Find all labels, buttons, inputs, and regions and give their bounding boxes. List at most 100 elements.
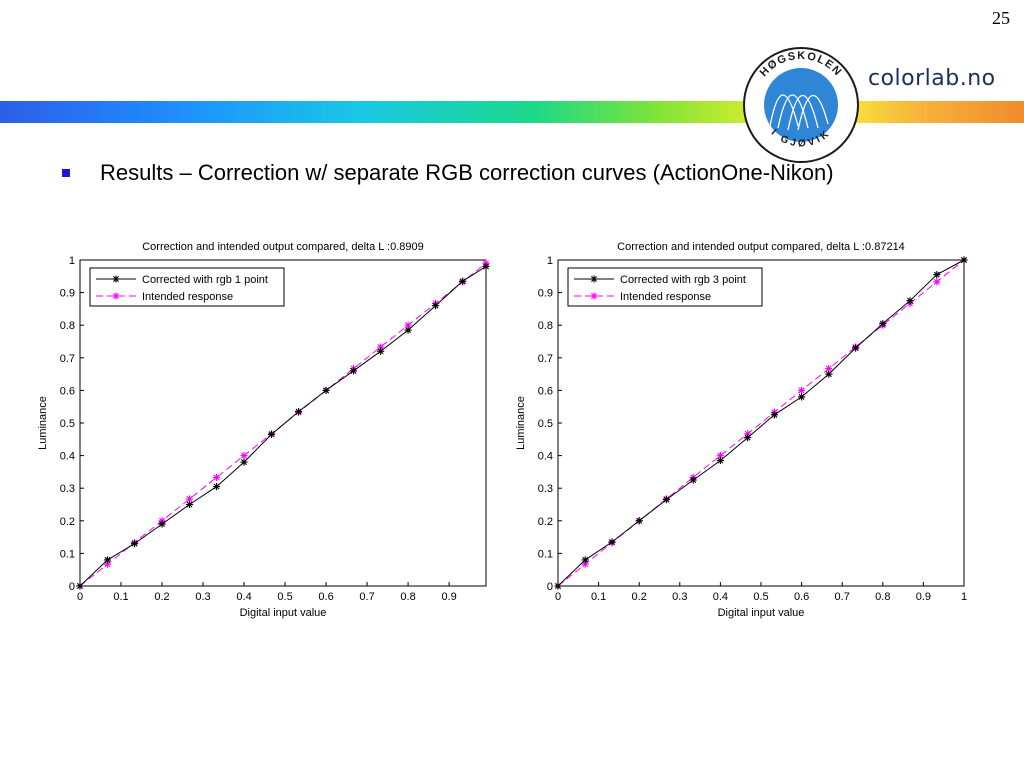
x-tick-label: 0.7 bbox=[835, 591, 850, 603]
series-1-point bbox=[554, 582, 562, 590]
page-number: 25 bbox=[992, 8, 1010, 28]
series-line-2 bbox=[557, 259, 965, 587]
x-tick-label: 0.3 bbox=[672, 591, 687, 603]
gradient-header-bar bbox=[0, 101, 1024, 123]
series-1-point bbox=[377, 347, 385, 355]
y-tick-label: 0.7 bbox=[60, 353, 75, 365]
y-tick-label: 0.8 bbox=[538, 320, 553, 332]
series-1-point bbox=[960, 256, 968, 264]
series-1-point bbox=[212, 482, 221, 491]
series-1-point bbox=[689, 476, 697, 484]
legend-label-2: Intended response bbox=[620, 291, 711, 303]
x-tick-label: 0.2 bbox=[154, 591, 169, 603]
series-1-point bbox=[130, 540, 139, 548]
y-tick-label: 1 bbox=[547, 255, 553, 267]
y-tick-label: 0.6 bbox=[60, 385, 75, 397]
y-tick-label: 0.6 bbox=[538, 385, 553, 397]
series-2-point bbox=[212, 473, 221, 482]
y-tick-label: 0.7 bbox=[538, 353, 553, 365]
y-tick-label: 0 bbox=[69, 581, 75, 593]
chart-title: Correction and intended output compared,… bbox=[617, 241, 905, 253]
x-axis-label: Digital input value bbox=[240, 607, 327, 619]
y-tick-label: 0.3 bbox=[60, 483, 75, 495]
series-1-point bbox=[349, 367, 358, 375]
series-1-point bbox=[459, 277, 467, 285]
chart-left: Correction and intended output compared,… bbox=[37, 241, 490, 619]
y-tick-label: 0.2 bbox=[60, 516, 75, 528]
legend-marker-2 bbox=[112, 292, 120, 300]
legend-box bbox=[89, 267, 285, 307]
legend-label-1: Corrected with rgb 3 point bbox=[620, 274, 746, 286]
x-tick-label: 0.5 bbox=[753, 591, 768, 603]
series-1-point bbox=[103, 556, 112, 564]
x-tick-label: 0 bbox=[555, 591, 561, 603]
x-axis-label: Digital input value bbox=[718, 607, 805, 619]
y-tick-label: 0.9 bbox=[538, 288, 553, 300]
x-tick-label: 0.8 bbox=[875, 591, 890, 603]
x-tick-label: 0.1 bbox=[113, 591, 128, 603]
y-tick-label: 0.5 bbox=[538, 418, 553, 430]
x-tick-label: 0.7 bbox=[359, 591, 374, 603]
y-axis-label: Luminance bbox=[37, 396, 49, 450]
series-1-point bbox=[581, 556, 589, 564]
series-1-point bbox=[322, 386, 330, 394]
x-tick-label: 0 bbox=[77, 591, 83, 603]
y-tick-label: 0.9 bbox=[60, 288, 75, 300]
x-tick-label: 0.4 bbox=[713, 591, 728, 603]
series-2-point bbox=[240, 452, 248, 460]
series-1-point bbox=[294, 407, 303, 416]
series-1-point bbox=[879, 319, 887, 328]
series-2-point bbox=[404, 321, 412, 329]
series-1-point bbox=[76, 582, 84, 590]
series-1-point bbox=[933, 271, 941, 279]
series-1-point bbox=[431, 302, 440, 310]
series-1-point bbox=[267, 430, 276, 439]
y-tick-label: 0.4 bbox=[60, 451, 75, 463]
legend-box bbox=[567, 267, 763, 307]
series-2-point bbox=[933, 278, 941, 286]
series-2-point bbox=[798, 386, 806, 394]
y-tick-label: 0.1 bbox=[538, 548, 553, 560]
brand-name: colorlab.no bbox=[868, 66, 996, 91]
x-tick-label: 0.9 bbox=[441, 591, 456, 603]
y-tick-label: 1 bbox=[69, 255, 75, 267]
series-1-point bbox=[716, 456, 724, 465]
series-line-1 bbox=[557, 259, 965, 587]
series-1-point bbox=[404, 326, 412, 334]
x-tick-label: 0.9 bbox=[916, 591, 931, 603]
series-1-point bbox=[608, 538, 616, 546]
y-axis-label: Luminance bbox=[515, 396, 527, 450]
y-tick-label: 0.5 bbox=[60, 418, 75, 430]
y-tick-label: 0.2 bbox=[538, 516, 553, 528]
series-1-point bbox=[744, 434, 752, 442]
chart-legend: Corrected with rgb 3 point Intended respo… bbox=[567, 267, 763, 307]
series-1-point bbox=[906, 297, 914, 305]
chart-title: Correction and intended output compared,… bbox=[142, 241, 424, 253]
series-1-point bbox=[482, 262, 490, 271]
legend-marker-1 bbox=[590, 275, 598, 283]
legend-marker-2 bbox=[590, 292, 598, 300]
y-tick-label: 0 bbox=[547, 581, 553, 593]
x-tick-label: 0.5 bbox=[277, 591, 292, 603]
series-2-point bbox=[716, 452, 724, 460]
x-tick-label: 0.6 bbox=[794, 591, 809, 603]
series-1-point bbox=[851, 344, 860, 352]
y-tick-label: 0.1 bbox=[60, 548, 75, 560]
y-tick-label: 0.4 bbox=[538, 451, 553, 463]
x-tick-label: 1 bbox=[961, 591, 967, 603]
series-line-1 bbox=[79, 266, 487, 587]
x-tick-label: 0.8 bbox=[400, 591, 415, 603]
series-1-point bbox=[770, 411, 778, 419]
series-1-point bbox=[240, 458, 248, 466]
hig-logo: HØGSKOLEN I GJØVIK bbox=[743, 47, 859, 163]
series-1-point bbox=[825, 370, 833, 378]
x-tick-label: 0.3 bbox=[195, 591, 210, 603]
x-tick-label: 0.6 bbox=[318, 591, 333, 603]
bullet-text: Results – Correction w/ separate RGB cor… bbox=[100, 160, 834, 185]
series-1-point bbox=[798, 393, 806, 401]
bullet-square-icon bbox=[62, 169, 70, 177]
y-tick-label: 0.3 bbox=[538, 483, 553, 495]
x-tick-label: 0.1 bbox=[591, 591, 606, 603]
legend-marker-1 bbox=[112, 275, 120, 283]
x-tick-label: 0.2 bbox=[632, 591, 647, 603]
